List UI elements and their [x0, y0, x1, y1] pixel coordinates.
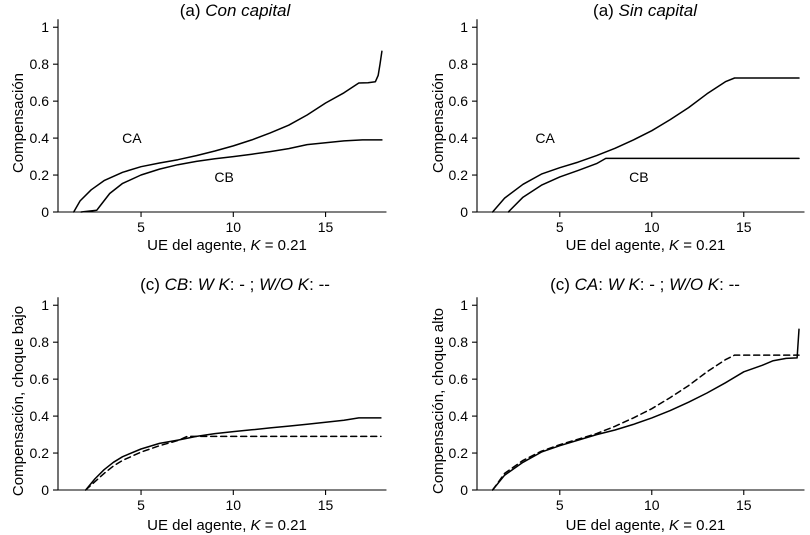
y-tick-label: 0.8	[449, 334, 469, 350]
panel-title-part: :	[598, 275, 607, 294]
x-tick-label: 5	[556, 497, 564, 513]
curve-label: CA	[122, 130, 142, 146]
panel-title-part: (a)	[180, 1, 206, 20]
series-line-w-k	[491, 328, 800, 491]
y-axis-label: Compensación, choque bajo	[10, 306, 27, 496]
panel-title-part: : - ;	[230, 275, 259, 294]
y-tick-label: 0	[460, 204, 468, 220]
y-tick-label: 1	[41, 297, 49, 313]
y-tick-label: 0.6	[449, 371, 469, 387]
y-tick-label: 0	[460, 482, 468, 498]
panel-ca-choque-alto: 00.20.40.60.815 10 15(c) CA: W K: - ; W/O …	[430, 275, 805, 534]
panel-title-part: (c)	[550, 275, 575, 294]
y-tick-label: 1	[460, 297, 468, 313]
y-axis-label: Compensación	[10, 73, 27, 173]
panel-title-part: :	[188, 275, 197, 294]
series-line-w-o-k	[491, 354, 800, 491]
series-line-ca	[72, 50, 383, 213]
x-axis-label-part: = 0.21	[261, 237, 307, 254]
y-tick-label: 0.6	[30, 371, 50, 387]
curve-label: CA	[535, 130, 555, 146]
series-line-cb	[80, 139, 383, 213]
panel-title-part: CA	[575, 275, 599, 294]
x-tick-label: 5	[137, 219, 145, 235]
panel-title-part: Con capital	[205, 1, 291, 20]
x-axis-label-part: UE del agente,	[147, 517, 250, 534]
curve-label: CB	[214, 169, 233, 185]
x-tick-label: 15	[736, 497, 752, 513]
x-tick-label: 10	[226, 497, 242, 513]
x-axis-label-part: K	[251, 517, 262, 534]
panel-title: (c) CA: W K: - ; W/O K: --	[550, 275, 740, 294]
x-axis-label: UE del agente, K = 0.21	[147, 237, 307, 254]
series-line-ca	[491, 77, 800, 213]
series-line-w-k	[84, 417, 382, 491]
x-axis-label-part: UE del agente,	[566, 237, 669, 254]
y-tick-label: 0.6	[449, 93, 469, 109]
y-tick-label: 0.2	[449, 445, 469, 461]
x-tick-label: 5	[556, 219, 564, 235]
y-tick-label: 0	[41, 482, 49, 498]
y-tick-label: 0.4	[30, 130, 50, 146]
panel-title: (a) Con capital	[180, 1, 292, 20]
panel-title-part: Sin capital	[619, 1, 699, 20]
panel-cb-choque-bajo: 00.20.40.60.815 10 15(c) CB: W K: - ; W/O …	[10, 275, 387, 534]
y-tick-label: 0.8	[30, 334, 50, 350]
panel-title-part: W/O K	[259, 275, 310, 294]
y-tick-label: 1	[460, 19, 468, 35]
y-tick-label: 0	[41, 204, 49, 220]
y-axis-label: Compensación, choque alto	[430, 308, 447, 494]
x-axis-label-part: UE del agente,	[147, 237, 250, 254]
x-tick-label: 15	[318, 497, 334, 513]
y-axis-label: Compensación	[430, 73, 447, 173]
x-axis-label-part: UE del agente,	[566, 517, 669, 534]
panel-title-part: (a)	[593, 1, 619, 20]
panel-title: (a) Sin capital	[593, 1, 698, 20]
panel-title-part: : --	[309, 275, 330, 294]
x-axis-label: UE del agente, K = 0.21	[147, 517, 307, 534]
x-tick-label: 15	[318, 219, 334, 235]
x-tick-label: 10	[644, 497, 660, 513]
x-tick-label: 5	[137, 497, 145, 513]
x-tick-label: 10	[226, 219, 242, 235]
y-tick-label: 0.2	[30, 167, 50, 183]
y-tick-label: 0.6	[30, 93, 50, 109]
x-axis-label: UE del agente, K = 0.21	[566, 517, 726, 534]
x-axis-label-part: K	[669, 517, 680, 534]
y-tick-label: 0.4	[449, 408, 469, 424]
y-tick-label: 0.2	[449, 167, 469, 183]
y-tick-label: 0.8	[449, 56, 469, 72]
x-axis-label: UE del agente, K = 0.21	[566, 237, 726, 254]
panel-title: (c) CB: W K: - ; W/O K: --	[140, 275, 330, 294]
series-line-w-o-k	[84, 435, 382, 491]
panel-title-part: W/O K	[669, 275, 720, 294]
series-line-cb	[507, 157, 800, 213]
y-tick-label: 0.8	[30, 56, 50, 72]
x-axis-label-part: = 0.21	[679, 517, 725, 534]
x-axis-label-part: K	[251, 237, 262, 254]
x-axis-label-part: = 0.21	[261, 517, 307, 534]
x-tick-label: 15	[736, 219, 752, 235]
y-tick-label: 1	[41, 19, 49, 35]
x-axis-label-part: = 0.21	[679, 237, 725, 254]
x-tick-label: 10	[644, 219, 660, 235]
panel-title-part: : - ;	[640, 275, 669, 294]
y-tick-label: 0.2	[30, 445, 50, 461]
panel-title-part: W K	[608, 275, 641, 294]
y-tick-label: 0.4	[30, 408, 50, 424]
panel-title-part: W K	[198, 275, 231, 294]
x-axis-label-part: K	[669, 237, 680, 254]
y-tick-label: 0.4	[449, 130, 469, 146]
panel-title-part: : --	[719, 275, 740, 294]
curve-label: CB	[629, 169, 648, 185]
panel-title-part: (c)	[140, 275, 165, 294]
panel-title-part: CB	[165, 275, 189, 294]
